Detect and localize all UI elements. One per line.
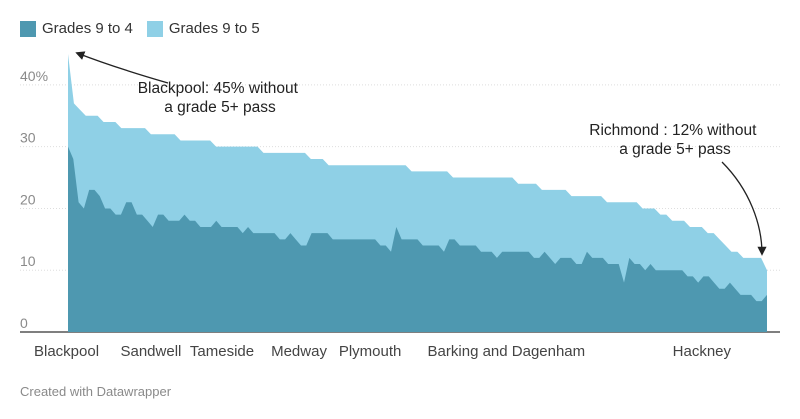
legend-swatch-grades-9-to-5 (146, 20, 163, 37)
richmond-annotation-arrow (721, 161, 767, 256)
x-tick-label: Blackpool (34, 343, 99, 360)
x-tick-label: Medway (271, 343, 327, 360)
x-tick-label: Plymouth (339, 343, 402, 360)
blackpool-annotation-line-2: a grade 5+ pass (164, 99, 276, 116)
x-tick-label: Tameside (190, 343, 254, 360)
area-grades-9-to-4 (68, 146, 767, 332)
blackpool-annotation: Blackpool: 45% without a grade 5+ pass (138, 80, 303, 116)
legend-item-grades-9-to-4: Grades 9 to 4 (20, 20, 133, 37)
y-tick-label: 40% (20, 68, 48, 84)
chart-legend: Grades 9 to 4 Grades 9 to 5 (20, 20, 274, 37)
x-tick-label: Hackney (673, 343, 732, 360)
y-tick-label: 0 (20, 315, 28, 331)
blackpool-annotation-arrow (75, 51, 169, 84)
legend-label-grades-9-to-4: Grades 9 to 4 (42, 20, 133, 37)
chart-areas (68, 54, 767, 332)
credit-footer: Created with Datawrapper (20, 384, 172, 399)
legend-item-grades-9-to-5: Grades 9 to 5 (146, 20, 260, 37)
legend-swatch-grades-9-to-4 (20, 20, 36, 37)
x-tick-label: Barking and Dagenham (428, 343, 586, 360)
x-tick-label: Sandwell (120, 343, 181, 360)
richmond-annotation-line-2: a grade 5+ pass (619, 141, 731, 158)
annotations: Blackpool: 45% without a grade 5+ pass R… (75, 51, 767, 256)
y-tick-label: 20 (20, 191, 36, 207)
y-tick-label: 10 (20, 253, 36, 269)
x-axis: Blackpool Sandwell Tameside Medway Plymouth B… (34, 343, 732, 360)
y-axis: 0 10 20 30 40% (20, 68, 48, 331)
y-tick-label: 30 (20, 130, 36, 146)
blackpool-annotation-line-1: Blackpool: 45% without (138, 80, 299, 97)
richmond-annotation: Richmond : 12% without a grade 5+ pass (589, 122, 760, 158)
legend-label-grades-9-to-5: Grades 9 to 5 (168, 20, 260, 37)
richmond-annotation-line-1: Richmond : 12% without (589, 122, 757, 139)
